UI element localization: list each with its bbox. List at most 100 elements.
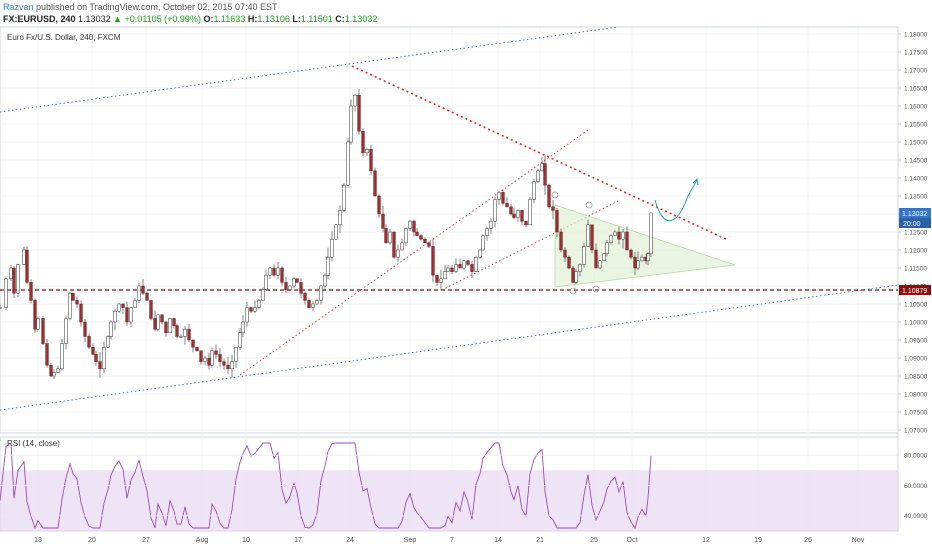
support-trendline[interactable] [239,129,589,376]
candle [435,274,439,286]
candle [427,241,431,248]
candle [241,315,245,338]
chart-header: Razvan published on TradingView.com, Oct… [0,0,932,26]
main-pane[interactable] [0,26,899,434]
candle-body [106,336,110,348]
candle-body [520,210,524,222]
candle-body [172,318,176,326]
candle-body [470,264,474,272]
candle-body [87,336,91,348]
candle [141,278,145,296]
candle-body [276,267,280,276]
x-tick-label: Nov [852,537,865,544]
candle [253,300,257,313]
candle [536,168,540,183]
candle-body [295,278,299,283]
pattern-point-c[interactable] [592,285,600,293]
candle-body [187,328,191,341]
pattern-point-a[interactable] [585,201,593,209]
resistance-trendline[interactable] [351,65,729,241]
candle [121,303,125,314]
pattern-point-b[interactable] [569,287,577,295]
candle-body [307,300,311,308]
candle [547,183,551,209]
candle-body [361,130,365,154]
candle-body [396,249,400,258]
candle [598,260,602,269]
candle [4,276,8,311]
candle [613,230,617,236]
candle [164,320,168,337]
candle-body [423,238,427,244]
candle [646,252,650,266]
candle [415,228,419,237]
candle-body [133,300,137,308]
candle-body [602,253,606,262]
parallel-trendline[interactable] [441,199,621,291]
candle [172,317,176,329]
rsi-tick-label: 60.0000 [904,483,928,490]
candle-body [56,368,60,373]
candle [346,138,350,188]
candle-body [646,253,650,262]
pattern-point-d[interactable] [551,191,559,199]
candle [423,237,427,244]
candle [79,300,83,327]
candle [222,358,226,370]
lower-channel-line[interactable] [0,284,899,411]
y-tick-label: 1.09000 [904,355,928,362]
candle-body [625,231,629,251]
candle [381,205,385,233]
candle-body [12,267,16,294]
candles [0,88,653,380]
candle [98,351,102,378]
y-tick-label: 1.12500 [904,229,928,236]
candle-body [458,264,462,269]
candle-body [98,361,102,370]
candle [458,258,462,269]
projection-path[interactable] [654,179,698,222]
candle [470,260,474,279]
y-tick-label: 1.07000 [904,427,928,434]
last-price-tag-text: 1.13032 [902,211,927,218]
candle-body [33,300,37,330]
candle [326,247,330,279]
candle-body [79,303,83,323]
candle-body [323,274,327,287]
x-tick-label: 25 [590,537,598,544]
candle-body [605,242,609,254]
candle [478,249,482,259]
candle-body [594,249,598,269]
y-tick-label: 1.17500 [904,49,928,56]
rsi-tick-label: 40.0000 [904,513,928,520]
high-label: H: [247,14,258,24]
candle [571,266,575,284]
candle-body [377,195,381,215]
candle [68,292,72,321]
open-label: O: [203,14,214,24]
author-name[interactable]: Razvan [3,2,34,12]
candle-body [505,202,509,208]
candle [25,246,29,284]
candle-body [649,212,653,254]
candle-body [621,231,625,240]
y-tick-label: 1.09500 [904,337,928,344]
candle-body [462,260,466,269]
candle [567,255,571,270]
candle-body [563,249,567,258]
candle [543,155,547,195]
candle-body [64,318,68,344]
candle [396,244,400,262]
candle [249,306,253,313]
candle [319,284,323,305]
countdown-tag-text: 20:00 [903,221,921,228]
candle-body [474,256,478,272]
candle-body [195,346,199,352]
candle-body [524,220,528,226]
candle-body [153,318,157,330]
candle-body [288,285,292,290]
candle-body [485,228,489,236]
candle-body [253,307,257,312]
x-gridlines [37,27,859,531]
